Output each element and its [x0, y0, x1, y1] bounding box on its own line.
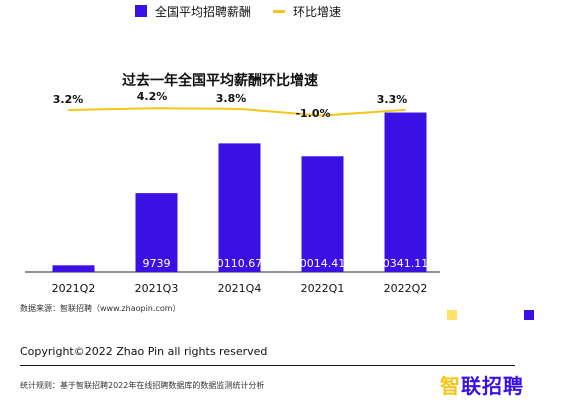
- bar-2021Q4: [218, 143, 261, 272]
- bar-2022Q1: [301, 156, 344, 272]
- data-source-note: 数据来源：智联招聘（www.zhaopin.com）: [20, 304, 181, 313]
- growth-label-2021Q2: 3.2%: [53, 93, 84, 106]
- legend-label-salary: 全国平均招聘薪酬: [155, 4, 252, 19]
- footer-divider: [20, 365, 515, 366]
- bar-2022Q2: [384, 112, 427, 272]
- x-tick-label-2022Q2: 2022Q2: [384, 282, 428, 295]
- copyright-text: Copyright©2022 Zhao Pin all rights reser…: [20, 345, 268, 358]
- decor-square-blue: [524, 310, 534, 320]
- bar-2021Q3: [135, 193, 178, 272]
- zhaopin-logo: 智联招聘: [440, 370, 524, 399]
- chart-legend: 全国平均招聘薪酬 环比增速: [135, 0, 363, 22]
- legend-item-growth: 环比增速: [273, 3, 341, 20]
- bar-value-label-2021Q3: 9739: [143, 257, 171, 270]
- growth-line: [67, 107, 406, 117]
- x-tick-label-2022Q1: 2022Q1: [301, 282, 345, 295]
- bar-value-label-2021Q4: 10110.677: [210, 257, 270, 270]
- legend-item-salary: 全国平均招聘薪酬: [135, 3, 251, 20]
- x-tick-label-2021Q4: 2021Q4: [218, 282, 262, 295]
- chart-title: 过去一年全国平均薪酬环比增速: [122, 73, 318, 89]
- bar-value-label-2022Q1: 10014.412: [293, 257, 353, 270]
- chart-plot: 2021Q2 9739 2021Q3 10110.677 2021Q4 10014.412…: [25, 90, 440, 295]
- growth-label-2021Q3: 4.2%: [137, 90, 168, 103]
- decor-square-yellow: [447, 310, 457, 320]
- x-tick-label-2021Q3: 2021Q3: [135, 282, 179, 295]
- logo-accent: 智: [440, 374, 461, 398]
- logo-rest: 联招聘: [461, 374, 524, 398]
- growth-label-2022Q1: -1.0%: [295, 107, 330, 120]
- statistics-rule-note: 统计规则：基于智联招聘2022年在线招聘数据库的数据监测统计分析: [20, 381, 265, 390]
- growth-label-2021Q4: 3.8%: [216, 92, 247, 105]
- legend-label-growth: 环比增速: [293, 4, 342, 19]
- x-tick-label-2021Q2: 2021Q2: [52, 282, 96, 295]
- legend-swatch-bar: [135, 5, 147, 17]
- bar-2021Q2: [52, 265, 95, 272]
- legend-swatch-line: [273, 9, 286, 13]
- bar-value-label-2022Q2: 10341.117: [376, 257, 436, 270]
- growth-label-2022Q2: 3.3%: [377, 93, 408, 106]
